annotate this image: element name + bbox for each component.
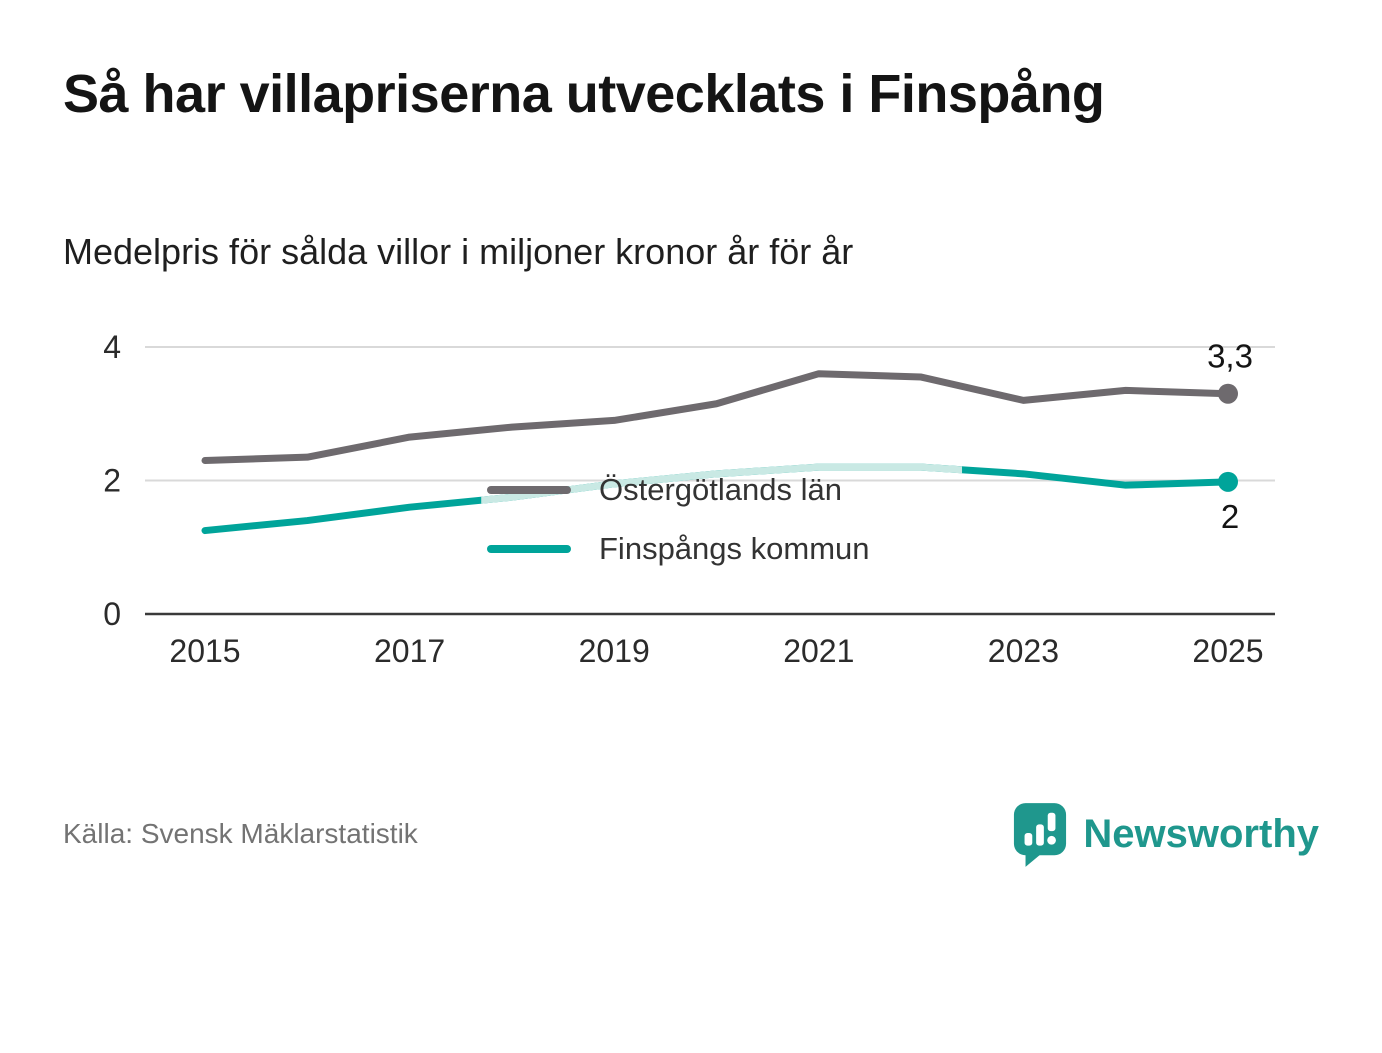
chart-legend: Östergötlands län Finspångs kommun <box>487 469 870 570</box>
brand-name: Newsworthy <box>1083 811 1319 856</box>
chart-subtitle: Medelpris för sålda villor i miljoner kr… <box>63 231 854 272</box>
x-tick-label: 2023 <box>988 633 1059 669</box>
legend-item-municipality: Finspångs kommun <box>487 528 870 570</box>
series-line-0 <box>201 370 1232 465</box>
x-tick-label: 2017 <box>374 633 445 669</box>
y-tick-label: 0 <box>103 596 121 632</box>
end-dot-0 <box>1218 384 1238 405</box>
source-note: Källa: Svensk Mäklarstatistik <box>63 818 418 850</box>
x-tick-label: 2025 <box>1192 633 1263 669</box>
legend-label-municipality: Finspångs kommun <box>599 531 870 567</box>
y-tick-label: 4 <box>103 329 121 365</box>
line-chart: 0 2 4 2015 2017 2019 2021 2023 2025 3,3 2 Östergöt… <box>0 309 1382 729</box>
chart-title: Så har villapriserna utvecklats i Finspå… <box>63 64 1105 124</box>
series-line-light-1 <box>481 464 963 505</box>
legend-label-region: Östergötlands län <box>599 472 842 508</box>
legend-swatch-municipality <box>487 545 571 554</box>
y-tick-label: 2 <box>103 463 121 499</box>
footer: Källa: Svensk Mäklarstatistik Newsworthy <box>0 801 1382 868</box>
chart-canvas: 0 2 4 2015 2017 2019 2021 2023 2025 3,3 2 <box>103 329 1275 669</box>
newsworthy-logo: Newsworthy <box>1012 801 1319 868</box>
legend-swatch-region <box>487 486 571 495</box>
end-label-1: 2 <box>1221 498 1239 535</box>
x-tick-label: 2019 <box>579 633 650 669</box>
end-label-0: 3,3 <box>1207 338 1253 375</box>
x-tick-label: 2021 <box>783 633 854 669</box>
newsworthy-icon <box>1014 803 1067 868</box>
end-dot-1 <box>1218 472 1238 493</box>
x-tick-label: 2015 <box>169 633 240 669</box>
legend-item-region: Östergötlands län <box>487 469 870 511</box>
